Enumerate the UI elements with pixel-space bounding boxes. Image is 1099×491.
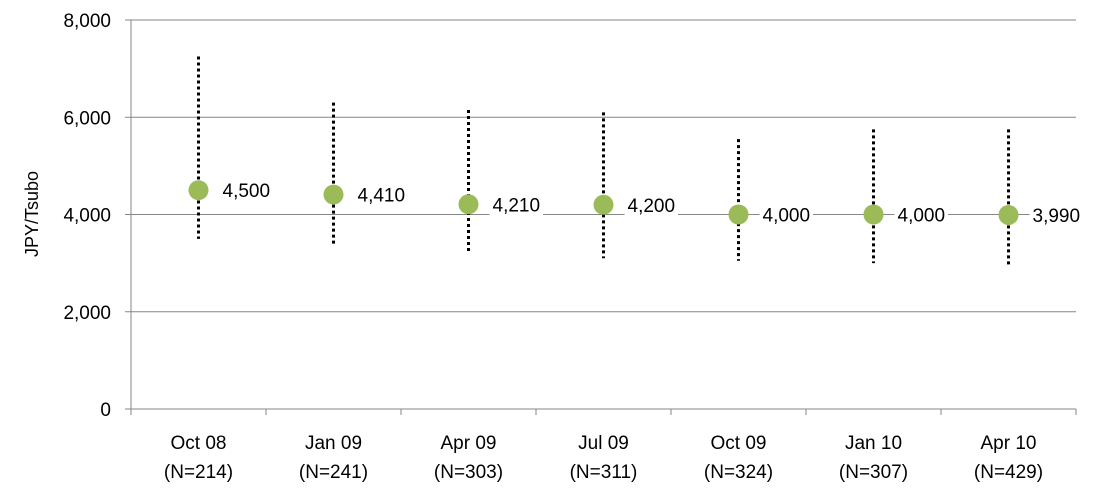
- data-label: 4,200: [628, 196, 676, 217]
- data-markers: [188, 180, 1019, 225]
- y-tick-label: 4,000: [63, 206, 111, 227]
- y-axis-label: JPY/Tsubo: [22, 171, 42, 257]
- data-label: 4,000: [898, 206, 946, 227]
- x-tick-label: Jan 09: [305, 433, 362, 454]
- data-label-background: [489, 194, 544, 218]
- x-tick-label: (N=429): [974, 462, 1043, 483]
- data-label-background: [624, 194, 679, 218]
- y-tick-label: 2,000: [63, 303, 111, 324]
- data-point: [863, 204, 884, 225]
- data-label-background: [354, 184, 409, 208]
- x-tick-label: (N=324): [704, 462, 773, 483]
- y-tick-label: 8,000: [63, 11, 111, 32]
- range-lines: [197, 56, 1010, 266]
- data-label-background: [894, 204, 949, 228]
- x-tick-label: (N=311): [570, 462, 638, 483]
- data-label-background: [1029, 204, 1084, 228]
- data-label-background: [219, 180, 274, 204]
- y-tick-label: 0: [100, 400, 111, 421]
- data-point: [593, 194, 614, 215]
- data-point: [998, 204, 1019, 225]
- data-label: 4,410: [358, 186, 406, 207]
- data-point: [728, 204, 749, 225]
- data-label: 4,500: [223, 181, 271, 202]
- y-tick-labels: 0 2,000 4,000 6,000 8,000: [63, 11, 111, 421]
- x-tick-label: Oct 09: [711, 433, 767, 454]
- x-tick-label: Apr 10: [981, 433, 1037, 454]
- x-tick-label: Jul 09: [578, 433, 629, 454]
- x-tick-labels: Oct 08 (N=214) Jan 09 (N=241) Apr 09 (N=303) J…: [164, 433, 1043, 483]
- data-label: 4,000: [763, 206, 811, 227]
- axes: [125, 19, 1077, 415]
- data-point: [188, 180, 209, 201]
- grid-lines: [131, 19, 1076, 313]
- data-labels: 4,500 4,410 4,210 4,200 4,000 4,000 3,990: [219, 180, 1084, 228]
- data-label: 3,990: [1033, 206, 1081, 227]
- x-tick-label: Jan 10: [845, 433, 902, 454]
- x-tick-label: (N=303): [434, 462, 503, 483]
- x-tick-label: Oct 08: [171, 433, 227, 454]
- data-point: [323, 184, 344, 205]
- y-tick-label: 6,000: [63, 108, 111, 129]
- data-point: [458, 194, 479, 215]
- data-label-background: [759, 204, 814, 228]
- data-label: 4,210: [493, 195, 541, 216]
- x-tick-label: (N=241): [299, 462, 368, 483]
- x-tick-label: Apr 09: [441, 433, 497, 454]
- x-tick-label: (N=307): [839, 462, 908, 483]
- x-tick-label: (N=214): [164, 462, 233, 483]
